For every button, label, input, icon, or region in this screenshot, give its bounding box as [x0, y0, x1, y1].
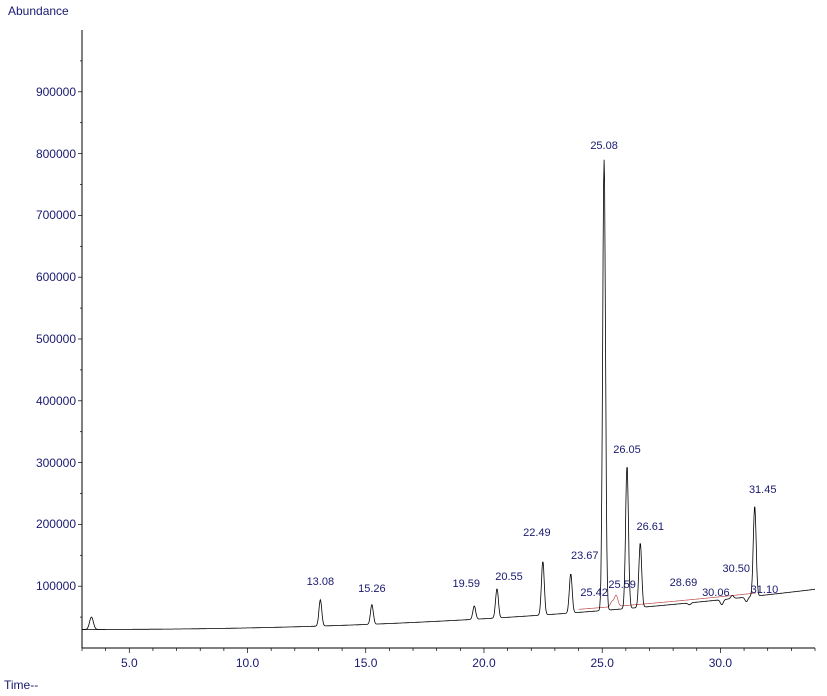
x-tick-label: 10.0 [236, 656, 259, 670]
x-tick-label: 25.0 [591, 656, 614, 670]
peak-label: 30.06 [702, 587, 730, 599]
y-tick-label: 600000 [16, 270, 76, 284]
peak-label: 28.69 [670, 577, 698, 589]
peak-label: 31.10 [751, 584, 779, 596]
x-tick-label: 20.0 [472, 656, 495, 670]
peak-label: 13.08 [307, 576, 335, 588]
y-tick-label: 400000 [16, 394, 76, 408]
peak-label: 26.05 [613, 444, 641, 456]
peak-label: 31.45 [749, 484, 777, 496]
peak-label: 22.49 [523, 527, 551, 539]
y-tick-label: 700000 [16, 208, 76, 222]
peak-label: 19.59 [453, 578, 481, 590]
y-tick-label: 200000 [16, 517, 76, 531]
y-tick-label: 300000 [16, 456, 76, 470]
y-tick-label: 100000 [16, 579, 76, 593]
chromatogram-chart: Abundance Time-- 10000020000030000040000… [0, 0, 827, 696]
y-tick-label: 900000 [16, 85, 76, 99]
peak-label: 15.26 [358, 583, 386, 595]
y-tick-label: 800000 [16, 147, 76, 161]
peak-label: 25.08 [590, 140, 618, 152]
peak-label: 30.50 [722, 563, 750, 575]
peak-label: 26.61 [636, 521, 664, 533]
x-tick-label: 5.0 [121, 656, 138, 670]
x-tick-label: 30.0 [709, 656, 732, 670]
y-tick-label: 500000 [16, 332, 76, 346]
peak-label: 20.55 [495, 571, 523, 583]
x-tick-label: 15.0 [354, 656, 377, 670]
peak-label: 23.67 [571, 550, 599, 562]
peak-label: 25.42 [580, 587, 608, 599]
peak-label: 25.59 [608, 579, 636, 591]
